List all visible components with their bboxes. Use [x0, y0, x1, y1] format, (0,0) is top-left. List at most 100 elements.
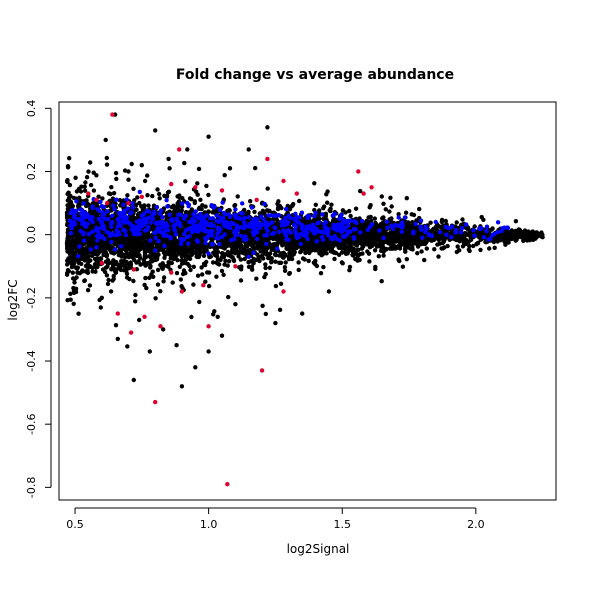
black-point [289, 253, 295, 259]
black-point [221, 272, 226, 277]
black-point [365, 249, 370, 254]
black-point [296, 267, 301, 273]
black-point [527, 237, 532, 242]
black-point [134, 235, 139, 241]
black-point [391, 245, 396, 250]
black-point [122, 168, 128, 173]
black-point [145, 261, 150, 266]
black-point [131, 186, 136, 191]
black-point [161, 279, 166, 284]
black-point [534, 230, 539, 235]
black-point [379, 232, 384, 237]
black-point [122, 241, 127, 246]
black-point [260, 210, 265, 215]
black-point [246, 211, 251, 216]
black-point [134, 207, 139, 212]
black-point [440, 246, 445, 251]
black-point [307, 245, 312, 250]
black-point [381, 253, 386, 258]
black-point [199, 240, 205, 245]
black-point [83, 269, 89, 274]
black-point [485, 232, 490, 237]
black-point [340, 208, 346, 213]
black-point [321, 264, 326, 270]
black-point [291, 240, 297, 246]
black-point [381, 201, 386, 206]
black-point [100, 196, 105, 201]
black-point [64, 179, 70, 184]
black-point [174, 270, 180, 276]
black-point [424, 246, 429, 251]
black-point [403, 210, 409, 215]
black-point [499, 235, 504, 240]
black-point [91, 188, 97, 193]
black-point [379, 279, 384, 284]
black-point [222, 262, 227, 267]
black-point [109, 185, 114, 190]
black-point [327, 208, 332, 213]
black-point [226, 207, 232, 213]
black-point [148, 265, 153, 270]
black-point [147, 275, 152, 280]
black-point [408, 246, 414, 251]
black-point [291, 201, 296, 207]
black-point [277, 253, 282, 258]
black-point [103, 137, 108, 143]
black-point [353, 206, 359, 211]
black-point [175, 201, 180, 206]
black-point [204, 259, 209, 265]
black-point [220, 251, 225, 256]
black-point [66, 256, 71, 261]
black-point [162, 255, 167, 260]
black-point [126, 229, 131, 235]
black-point [478, 247, 483, 253]
black-point [83, 250, 89, 256]
black-point [245, 243, 250, 248]
black-point [206, 283, 212, 289]
black-point [142, 239, 147, 245]
black-point [248, 199, 253, 204]
chart-title: Fold change vs average abundance [176, 67, 454, 83]
black-point [466, 247, 472, 252]
black-point [106, 261, 111, 266]
black-point [155, 267, 161, 273]
black-point [87, 283, 93, 288]
black-point [76, 260, 81, 265]
black-point [474, 241, 480, 246]
black-point [145, 173, 150, 178]
black-point [419, 249, 424, 254]
black-point [90, 252, 95, 257]
black-point [432, 247, 437, 252]
black-point [275, 218, 280, 224]
black-point [98, 305, 104, 310]
black-point [100, 249, 105, 254]
black-point [217, 262, 222, 267]
black-point [477, 233, 482, 238]
black-point [300, 218, 305, 223]
black-point [274, 243, 280, 248]
black-point [502, 239, 507, 244]
black-point [182, 160, 187, 166]
black-point [281, 255, 286, 260]
black-point [133, 292, 138, 298]
black-point [509, 235, 515, 241]
black-point [262, 274, 267, 280]
black-point [465, 227, 471, 232]
black-point [170, 280, 175, 285]
black-point [82, 278, 87, 284]
black-point [143, 275, 148, 281]
black-point [113, 323, 119, 328]
black-point [142, 254, 147, 259]
black-point [368, 203, 373, 208]
black-point [128, 244, 133, 249]
black-point [472, 224, 477, 229]
black-point [222, 238, 227, 244]
black-point [297, 198, 302, 204]
black-point [206, 209, 211, 214]
black-point [71, 301, 76, 306]
black-point [262, 247, 267, 253]
black-point [146, 203, 151, 208]
black-point [189, 207, 194, 212]
black-point [405, 238, 410, 244]
black-point [210, 260, 216, 265]
